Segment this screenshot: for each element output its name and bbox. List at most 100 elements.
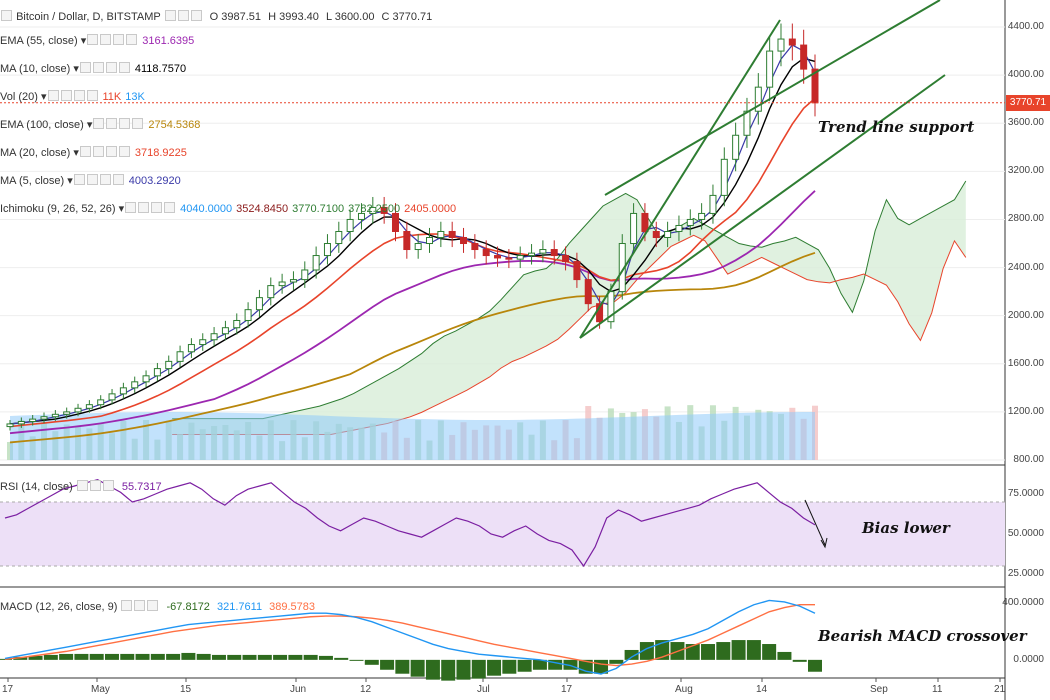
settings-icon[interactable]	[60, 90, 72, 101]
close-icon[interactable]	[102, 480, 114, 491]
candle-body	[652, 230, 660, 238]
close-icon[interactable]	[86, 90, 98, 101]
symbol-legend[interactable]: Bitcoin / Dollar, D, BITSTAMP O 3987.51 …	[0, 10, 432, 23]
add-icon[interactable]	[113, 34, 125, 45]
settings-icon[interactable]	[100, 34, 112, 45]
indicator-value: 3161.6395	[142, 35, 195, 47]
collapse-icon[interactable]	[1, 10, 12, 21]
macd-histogram-bar	[334, 657, 349, 660]
macd-histogram-bar	[502, 659, 517, 674]
close-icon[interactable]	[164, 202, 176, 213]
candle-body	[335, 230, 343, 245]
add-icon[interactable]	[73, 90, 85, 101]
add-icon[interactable]	[105, 146, 117, 157]
eye-icon[interactable]	[79, 62, 91, 73]
candle-body	[641, 212, 649, 232]
eye-icon[interactable]	[79, 146, 91, 157]
settings-icon[interactable]	[92, 146, 104, 157]
settings-icon[interactable]	[177, 10, 189, 21]
macd-histogram-bar	[364, 659, 379, 665]
settings-icon[interactable]	[92, 62, 104, 73]
macd-histogram-bar	[59, 653, 74, 660]
candle-body	[233, 319, 241, 329]
indicator-legend-row[interactable]: MA (20, close) ▾ 3718.9225	[0, 146, 187, 159]
time-tick-label: Jun	[290, 684, 307, 695]
close-icon[interactable]	[112, 174, 124, 185]
add-icon[interactable]	[151, 202, 163, 213]
candle-body	[550, 249, 558, 257]
indicator-legend-row[interactable]: MA (10, close) ▾ 4118.7570	[0, 62, 186, 75]
indicator-name: MA (10, close) ▾	[0, 63, 79, 75]
indicator-name: MA (20, close) ▾	[0, 147, 79, 159]
close-icon[interactable]	[118, 62, 130, 73]
time-tick-label: Aug	[675, 684, 693, 695]
macd-histogram-bar	[273, 654, 288, 660]
eye-icon[interactable]	[93, 118, 105, 129]
macd-signal-value: 389.5783	[269, 601, 316, 613]
candle-body	[630, 212, 638, 245]
ohlc-close: C 3770.71	[381, 11, 433, 23]
eye-icon[interactable]	[73, 174, 85, 185]
eye-icon[interactable]	[164, 10, 176, 21]
close-icon[interactable]	[126, 34, 138, 45]
eye-icon[interactable]	[87, 34, 99, 45]
close-icon[interactable]	[147, 600, 159, 611]
indicator-legend-row[interactable]: MA (5, close) ▾ 4003.2920	[0, 174, 181, 187]
macd-hist-value: -67.8172	[166, 601, 210, 613]
eye-icon[interactable]	[121, 600, 133, 611]
macd-histogram-bar	[487, 659, 502, 676]
indicator-value: 4118.7570	[134, 63, 187, 75]
macd-histogram-bar	[181, 652, 196, 660]
macd-histogram-bar	[349, 659, 364, 661]
settings-icon[interactable]	[86, 174, 98, 185]
indicator-name: EMA (100, close) ▾	[0, 119, 93, 131]
eye-icon[interactable]	[76, 480, 88, 491]
candle-body	[255, 297, 263, 311]
candle-body	[403, 230, 411, 251]
rsi-value: 55.7317	[121, 481, 162, 493]
ichimoku-cloud	[172, 180, 966, 435]
candle-body	[686, 218, 694, 226]
rsi-tick-label: 50.0000	[1007, 528, 1044, 539]
settings-icon[interactable]	[134, 600, 146, 611]
macd-histogram-bar	[227, 654, 242, 660]
macd-histogram-bar	[746, 640, 761, 660]
indicator-legend-row[interactable]: Ichimoku (9, 26, 52, 26) ▾ 4040.0000 3524.…	[0, 202, 456, 215]
add-icon[interactable]	[99, 174, 111, 185]
settings-icon[interactable]	[138, 202, 150, 213]
macd-histogram-bar	[395, 659, 410, 674]
close-icon[interactable]	[132, 118, 144, 129]
price-tick-label: 4400.00	[1007, 21, 1044, 33]
candle-body	[460, 237, 468, 245]
candle-body	[131, 381, 139, 389]
candle-body	[85, 404, 93, 409]
macd-histogram-bar	[762, 644, 777, 660]
candle-body	[743, 110, 751, 136]
indicator-legend-row[interactable]: EMA (100, close) ▾ 2754.5368	[0, 118, 200, 131]
settings-icon[interactable]	[106, 118, 118, 129]
candle-body	[142, 375, 150, 383]
rsi-legend-label: RSI (14, close)	[0, 481, 73, 493]
close-icon[interactable]	[190, 10, 202, 21]
settings-icon[interactable]	[89, 480, 101, 491]
candle-body	[391, 212, 399, 232]
macd-legend[interactable]: MACD (12, 26, close, 9) -67.8172 321.761…	[0, 600, 315, 613]
add-icon[interactable]	[119, 118, 131, 129]
macd-annotation: Bearish MACD crossover	[818, 627, 1027, 645]
indicator-value: 4040.0000	[180, 203, 233, 215]
candle-body	[369, 206, 377, 214]
rsi-legend[interactable]: RSI (14, close) 55.7317	[0, 480, 162, 493]
ema-55-line	[9, 190, 816, 435]
eye-icon[interactable]	[125, 202, 137, 213]
macd-histogram-bar	[288, 654, 303, 660]
macd-histogram-bar	[74, 653, 89, 660]
indicator-legend-row[interactable]: Vol (20) ▾ 11K 13K	[0, 90, 145, 103]
macd-histogram-bar	[89, 653, 104, 660]
macd-histogram-bar	[471, 659, 486, 679]
close-icon[interactable]	[118, 146, 130, 157]
eye-icon[interactable]	[47, 90, 59, 101]
candle-body	[448, 230, 456, 238]
add-icon[interactable]	[105, 62, 117, 73]
indicator-legend-row[interactable]: EMA (55, close) ▾ 3161.6395	[0, 34, 194, 47]
